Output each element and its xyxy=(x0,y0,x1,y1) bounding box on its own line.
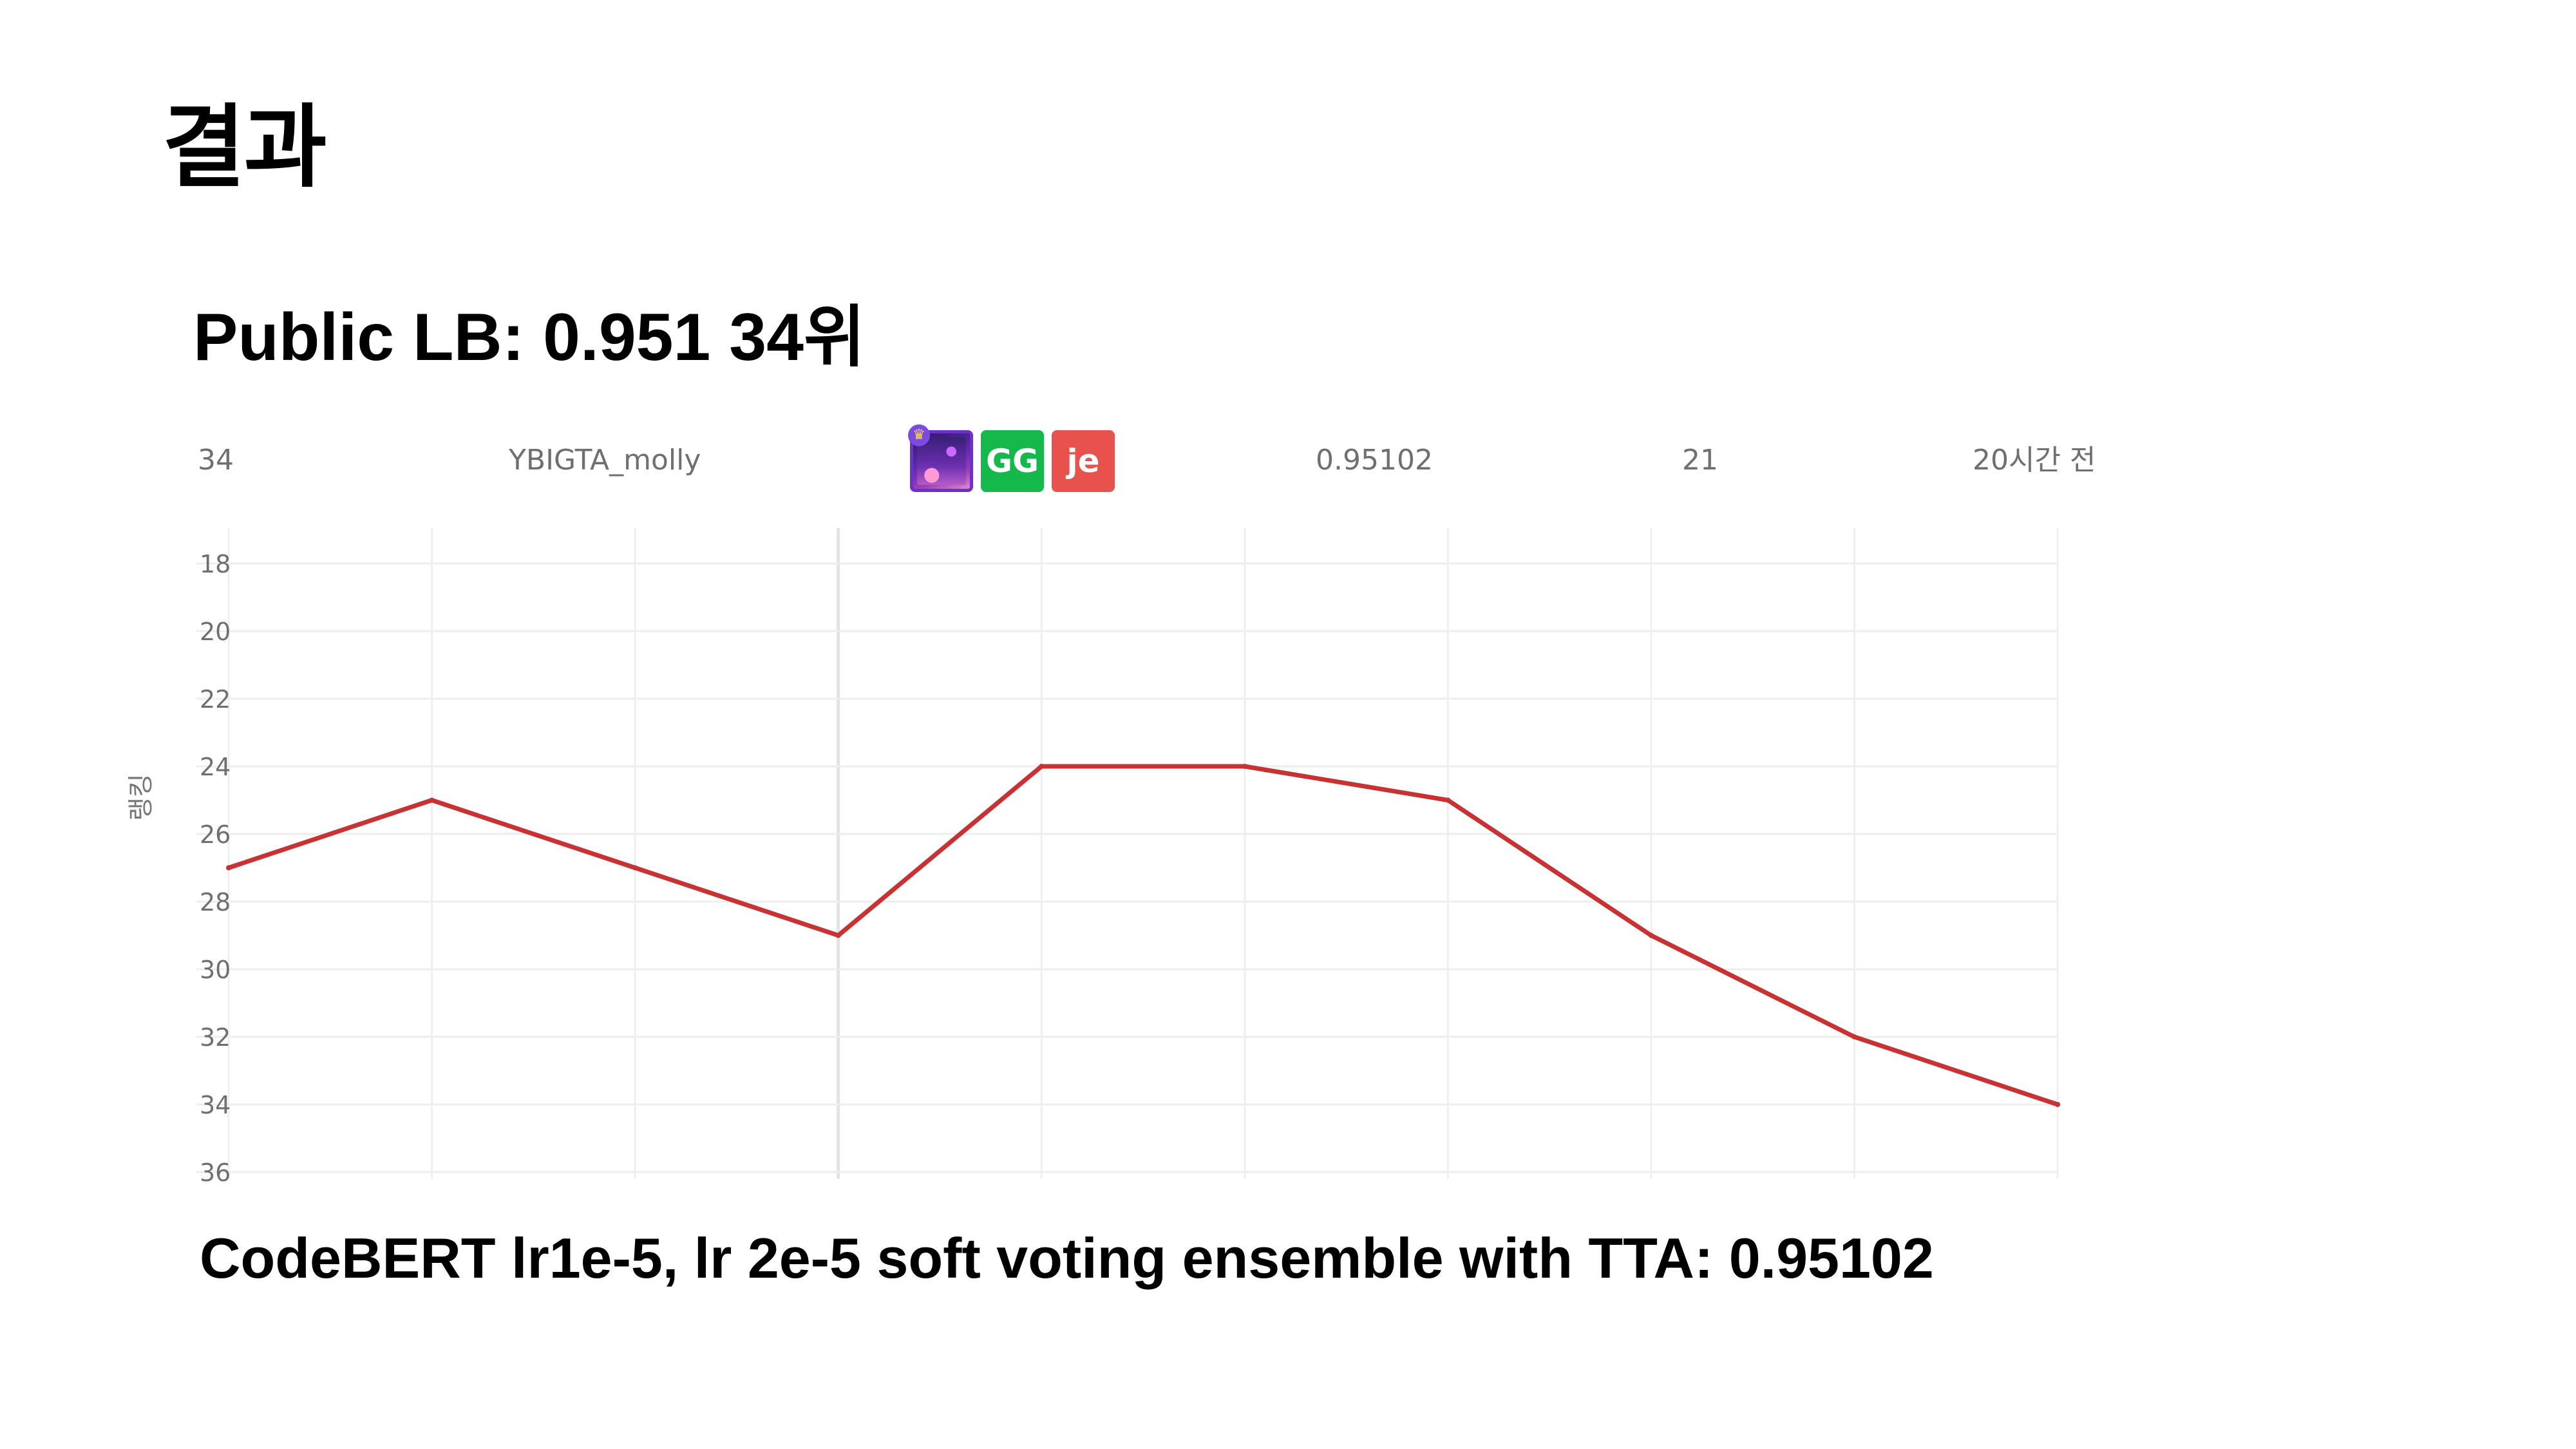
y-tick-label: 34 xyxy=(200,1091,231,1119)
y-tick-label: 26 xyxy=(200,820,231,849)
ranking-data-point[interactable] xyxy=(1648,933,1654,938)
ranking-data-point[interactable] xyxy=(835,933,841,938)
ranking-line-chart: 18 20 22 24 26 28 30 32 34 36 랭킹 xyxy=(126,528,2060,1185)
public-lb-heading: Public LB: 0.951 34위 xyxy=(193,300,866,375)
y-tick-label: 24 xyxy=(200,753,231,781)
y-tick-label: 28 xyxy=(200,888,231,916)
y-tick-label: 32 xyxy=(200,1023,231,1052)
y-tick-label: 36 xyxy=(200,1159,231,1185)
leaderboard-row: 34 YBIGTA_molly ♛ GG je 0.95102 21 20시간 … xyxy=(0,424,2576,496)
y-tick-label: 18 xyxy=(200,550,231,578)
last-submission-cell: 20시간 전 xyxy=(1973,444,2096,477)
team-name-link[interactable]: YBIGTA_molly xyxy=(509,444,701,477)
member-avatar-je[interactable]: je xyxy=(1052,430,1115,492)
ranking-data-point[interactable] xyxy=(632,865,638,871)
purple-landscape-avatar-icon xyxy=(917,437,966,485)
entries-cell: 21 xyxy=(1682,444,1718,477)
ranking-data-point[interactable] xyxy=(1445,797,1451,803)
y-tick-label: 20 xyxy=(200,618,231,646)
result-caption: CodeBERT lr1e-5, lr 2e-5 soft voting ens… xyxy=(200,1226,1934,1290)
grid-layer xyxy=(196,528,2059,1179)
ranking-data-point[interactable] xyxy=(2055,1102,2060,1107)
ranking-series-line xyxy=(227,764,2059,1107)
line-layer xyxy=(226,764,2060,1107)
ranking-data-point[interactable] xyxy=(1242,764,1247,769)
ranking-data-point[interactable] xyxy=(429,797,435,803)
member-avatar-gg[interactable]: GG xyxy=(981,430,1044,492)
rank-cell: 34 xyxy=(198,444,234,477)
slide-title: 결과 xyxy=(162,95,327,200)
ranking-data-point[interactable] xyxy=(1852,1034,1857,1039)
tick-layer: 18 20 22 24 26 28 30 32 34 36 xyxy=(200,550,231,1185)
ranking-data-point[interactable] xyxy=(226,865,231,871)
y-axis-label: 랭킹 xyxy=(126,773,156,821)
ranking-chart: 18 20 22 24 26 28 30 32 34 36 랭킹 xyxy=(0,528,2576,1185)
score-cell: 0.95102 xyxy=(1316,444,1433,477)
ranking-data-point[interactable] xyxy=(1039,764,1045,769)
crown-icon: ♛ xyxy=(908,424,930,446)
y-tick-label: 30 xyxy=(200,956,231,984)
y-tick-label: 22 xyxy=(200,685,231,714)
member-avatar-image[interactable]: ♛ xyxy=(908,424,973,492)
